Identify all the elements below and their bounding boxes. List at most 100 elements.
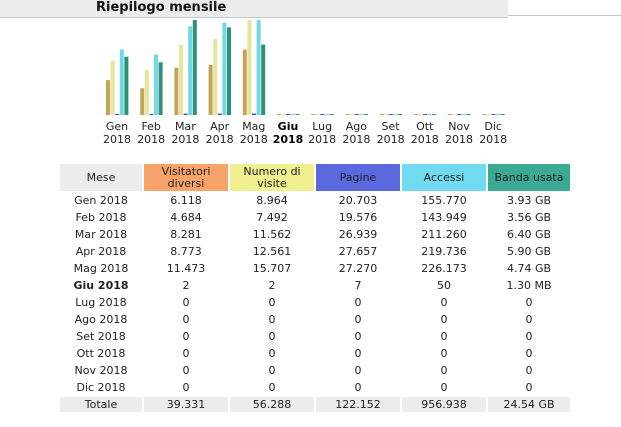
month-label-mag: Mag 2018 <box>237 120 271 146</box>
bar-visitatori-diversi-ago-2018 <box>345 114 350 115</box>
cell-banda: 3.56 GB <box>506 211 552 224</box>
bar-pagine-dic-2018 <box>491 114 496 115</box>
col-header-numero-visite: Numero di visite <box>230 164 314 191</box>
table-row: Feb 2018 4.684 7.492 19.576 143.949 3.56 GB <box>60 210 570 225</box>
cell-accessi: 155.770 <box>421 194 467 207</box>
cell-visitatori: 8.281 <box>170 228 202 241</box>
bar-pagine-lug-2018 <box>320 114 325 115</box>
bar-visitatori-diversi-mag-2018 <box>242 49 247 115</box>
table-row: Ago 2018 0 0 0 0 0 <box>60 312 570 327</box>
table-row: Set 2018 0 0 0 0 0 <box>60 329 570 344</box>
bar-banda-usata-lug-2018 <box>329 114 334 115</box>
bar-numero-di-visite-mar-2018 <box>179 45 183 115</box>
bar-visitatori-diversi-apr-2018 <box>208 64 213 115</box>
bar-visitatori-diversi-nov-2018 <box>448 114 452 115</box>
bar-numero-di-visite-nov-2018 <box>452 114 457 115</box>
bar-accessi-gen-2018 <box>119 49 124 115</box>
cell-pagine: 0 <box>354 364 362 377</box>
month-label-nov: Nov 2018 <box>442 120 476 146</box>
bar-visitatori-diversi-ott-2018 <box>413 114 418 115</box>
col-header-visitatori: Visitatori diversi <box>144 164 228 191</box>
cell-numero-visite: 7.492 <box>256 211 288 224</box>
cell-visitatori: 11.473 <box>166 262 206 275</box>
monthly-bar-chart <box>106 20 505 116</box>
bar-numero-di-visite-ott-2018 <box>418 114 423 115</box>
cell-pagine: 0 <box>354 313 362 326</box>
table-row: Nov 2018 0 0 0 0 0 <box>60 363 570 378</box>
bar-numero-di-visite-dic-2018 <box>486 114 491 115</box>
cell-visitatori: 0 <box>182 364 190 377</box>
bar-accessi-set-2018 <box>393 114 398 115</box>
cell-banda: 4.74 GB <box>506 262 552 275</box>
cell-mese: Giu 2018 <box>73 279 129 292</box>
table-row: Ott 2018 0 0 0 0 0 <box>60 346 570 361</box>
month-year: 2018 <box>410 133 439 146</box>
col-header-pagine: Pagine <box>316 164 400 191</box>
bar-numero-di-visite-giu-2018 <box>281 114 286 115</box>
month-year: 2018 <box>171 133 200 146</box>
month-name: Feb <box>141 120 161 133</box>
month-name: Ago <box>345 120 368 133</box>
month-name: Ott <box>416 120 434 133</box>
cell-mese: Ago 2018 <box>74 313 128 326</box>
bar-banda-usata-mag-2018 <box>261 44 266 115</box>
month-year: 2018 <box>479 133 508 146</box>
cell-visitatori: 0 <box>182 347 190 360</box>
cell-accessi: 143.949 <box>421 211 467 224</box>
cell-mese: Dic 2018 <box>76 381 126 394</box>
cell-pagine: 27.270 <box>338 262 378 275</box>
month-name: Giu <box>277 120 299 133</box>
col-header-mese: Mese <box>60 164 142 191</box>
month-year: 2018 <box>239 133 268 146</box>
bar-numero-di-visite-mag-2018 <box>247 20 252 115</box>
table-row: Lug 2018 0 0 0 0 0 <box>60 295 570 310</box>
bar-banda-usata-feb-2018 <box>158 62 163 115</box>
cell-pagine: 0 <box>354 330 362 343</box>
bar-banda-usata-ott-2018 <box>432 114 437 115</box>
month-year: 2018 <box>272 133 304 146</box>
cell-mese: Nov 2018 <box>74 364 128 377</box>
cell-banda: 3.93 GB <box>506 194 552 207</box>
table-row: Giu 2018 2 2 7 50 1.30 MB <box>60 278 570 293</box>
total-accessi: 956.938 <box>402 397 486 412</box>
month-name: Lug <box>312 120 333 133</box>
cell-numero-visite: 0 <box>268 330 276 343</box>
cell-pagine: 20.703 <box>338 194 378 207</box>
bar-banda-usata-nov-2018 <box>466 114 471 115</box>
bar-accessi-dic-2018 <box>496 114 500 115</box>
bar-accessi-mar-2018 <box>188 26 193 115</box>
month-name: Mar <box>175 120 196 133</box>
bar-numero-di-visite-apr-2018 <box>213 39 218 115</box>
cell-accessi: 0 <box>440 364 448 377</box>
cell-visitatori: 0 <box>182 381 190 394</box>
bar-pagine-ago-2018 <box>354 114 359 115</box>
month-year: 2018 <box>137 133 166 146</box>
cell-visitatori: 4.684 <box>170 211 202 224</box>
cell-numero-visite: 0 <box>268 296 276 309</box>
cell-banda: 6.40 GB <box>506 228 552 241</box>
bar-accessi-giu-2018 <box>290 114 295 115</box>
bar-banda-usata-gen-2018 <box>124 56 129 115</box>
cell-numero-visite: 8.964 <box>256 194 288 207</box>
month-year: 2018 <box>445 133 473 146</box>
month-year: 2018 <box>308 133 337 146</box>
cell-pagine: 27.657 <box>338 245 378 258</box>
cell-mese: Mar 2018 <box>74 228 128 241</box>
cell-mese: Lug 2018 <box>75 296 127 309</box>
cell-accessi: 0 <box>440 330 448 343</box>
bar-banda-usata-apr-2018 <box>227 27 231 115</box>
bar-numero-di-visite-gen-2018 <box>110 60 115 115</box>
cell-accessi: 219.736 <box>421 245 467 258</box>
table-total-row: Totale 39.331 56.288 122.152 956.938 24.… <box>60 397 570 412</box>
bar-visitatori-diversi-dic-2018 <box>482 114 487 115</box>
cell-accessi: 0 <box>440 313 448 326</box>
month-name: Gen <box>105 120 129 133</box>
month-label-lug: Lug 2018 <box>305 120 339 146</box>
bar-banda-usata-giu-2018 <box>295 114 300 115</box>
bar-accessi-ott-2018 <box>427 114 432 115</box>
cell-accessi: 50 <box>437 279 451 292</box>
table-row: Mar 2018 8.281 11.562 26.939 211.260 6.40 GB <box>60 227 570 242</box>
bar-pagine-feb-2018 <box>149 114 154 115</box>
bar-numero-di-visite-lug-2018 <box>315 114 320 115</box>
bar-accessi-ago-2018 <box>359 114 364 115</box>
